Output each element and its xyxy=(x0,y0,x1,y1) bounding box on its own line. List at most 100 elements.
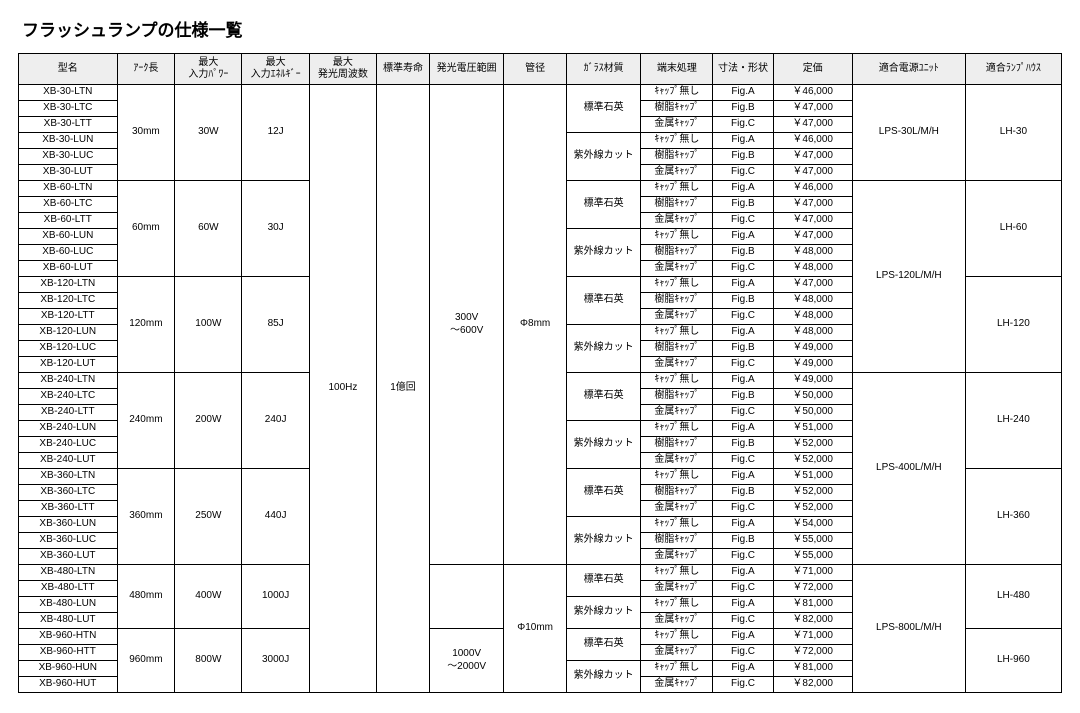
term-cell: 金属ｷｬｯﾌﾟ xyxy=(641,165,713,181)
fig-cell: Fig.B xyxy=(713,149,773,165)
model-cell: XB-30-LUN xyxy=(19,133,118,149)
price-cell: ￥47,000 xyxy=(773,229,852,245)
fig-cell: Fig.A xyxy=(713,85,773,101)
price-cell: ￥81,000 xyxy=(773,597,852,613)
price-cell: ￥50,000 xyxy=(773,389,852,405)
model-cell: XB-60-LUC xyxy=(19,245,118,261)
power-cell: 800W xyxy=(175,629,242,693)
model-cell: XB-240-LUN xyxy=(19,421,118,437)
price-cell: ￥52,000 xyxy=(773,437,852,453)
term-cell: ｷｬｯﾌﾟ無し xyxy=(641,85,713,101)
energy-cell: 3000J xyxy=(242,629,309,693)
psu-cell: LPS-400L/M/H xyxy=(852,373,965,565)
glass-cell: 紫外線カット xyxy=(566,517,641,565)
table-head: 型名ｱｰｸ長最大入力ﾊﾟﾜｰ最大入力ｴﾈﾙｷﾞｰ最大発光周波数標準寿命発光電圧範… xyxy=(19,54,1062,85)
fig-cell: Fig.B xyxy=(713,533,773,549)
glass-cell: 標準石英 xyxy=(566,85,641,133)
term-cell: 樹脂ｷｬｯﾌﾟ xyxy=(641,341,713,357)
fig-cell: Fig.A xyxy=(713,133,773,149)
price-cell: ￥47,000 xyxy=(773,277,852,293)
price-cell: ￥48,000 xyxy=(773,245,852,261)
arc-cell: 360mm xyxy=(117,469,175,565)
glass-cell: 紫外線カット xyxy=(566,229,641,277)
fig-cell: Fig.A xyxy=(713,277,773,293)
term-cell: 金属ｷｬｯﾌﾟ xyxy=(641,117,713,133)
glass-cell: 標準石英 xyxy=(566,469,641,517)
fig-cell: Fig.C xyxy=(713,405,773,421)
fig-cell: Fig.B xyxy=(713,101,773,117)
fig-cell: Fig.C xyxy=(713,165,773,181)
term-cell: 金属ｷｬｯﾌﾟ xyxy=(641,357,713,373)
price-cell: ￥72,000 xyxy=(773,645,852,661)
term-cell: 金属ｷｬｯﾌﾟ xyxy=(641,677,713,693)
col-header: 最大発光周波数 xyxy=(309,54,376,85)
col-header: 発光電圧範囲 xyxy=(429,54,504,85)
model-cell: XB-240-LTN xyxy=(19,373,118,389)
fig-cell: Fig.A xyxy=(713,373,773,389)
term-cell: 金属ｷｬｯﾌﾟ xyxy=(641,453,713,469)
model-cell: XB-30-LTT xyxy=(19,117,118,133)
energy-cell: 440J xyxy=(242,469,309,565)
house-cell: LH-360 xyxy=(965,469,1061,565)
model-cell: XB-120-LUC xyxy=(19,341,118,357)
term-cell: 樹脂ｷｬｯﾌﾟ xyxy=(641,389,713,405)
model-cell: XB-60-LTN xyxy=(19,181,118,197)
fig-cell: Fig.C xyxy=(713,645,773,661)
price-cell: ￥46,000 xyxy=(773,133,852,149)
price-cell: ￥50,000 xyxy=(773,405,852,421)
term-cell: 樹脂ｷｬｯﾌﾟ xyxy=(641,245,713,261)
table-body: XB-30-LTN30mm30W12J100Hz1億回300V～600VΦ8mm… xyxy=(19,85,1062,693)
power-cell: 400W xyxy=(175,565,242,629)
price-cell: ￥49,000 xyxy=(773,373,852,389)
model-cell: XB-480-LTT xyxy=(19,581,118,597)
spec-table: 型名ｱｰｸ長最大入力ﾊﾟﾜｰ最大入力ｴﾈﾙｷﾞｰ最大発光周波数標準寿命発光電圧範… xyxy=(18,53,1062,693)
price-cell: ￥71,000 xyxy=(773,565,852,581)
power-cell: 200W xyxy=(175,373,242,469)
model-cell: XB-240-LTT xyxy=(19,405,118,421)
house-cell: LH-960 xyxy=(965,629,1061,693)
psu-cell: LPS-30L/M/H xyxy=(852,85,965,181)
term-cell: ｷｬｯﾌﾟ無し xyxy=(641,629,713,645)
col-header: 端末処理 xyxy=(641,54,713,85)
price-cell: ￥54,000 xyxy=(773,517,852,533)
fig-cell: Fig.C xyxy=(713,549,773,565)
term-cell: ｷｬｯﾌﾟ無し xyxy=(641,133,713,149)
term-cell: 樹脂ｷｬｯﾌﾟ xyxy=(641,437,713,453)
freq-cell: 100Hz xyxy=(309,85,376,693)
glass-cell: 紫外線カット xyxy=(566,133,641,181)
fig-cell: Fig.A xyxy=(713,597,773,613)
model-cell: XB-960-HTT xyxy=(19,645,118,661)
term-cell: ｷｬｯﾌﾟ無し xyxy=(641,277,713,293)
model-cell: XB-120-LTC xyxy=(19,293,118,309)
power-cell: 100W xyxy=(175,277,242,373)
price-cell: ￥82,000 xyxy=(773,677,852,693)
arc-cell: 240mm xyxy=(117,373,175,469)
arc-cell: 60mm xyxy=(117,181,175,277)
fig-cell: Fig.C xyxy=(713,357,773,373)
model-cell: XB-240-LTC xyxy=(19,389,118,405)
model-cell: XB-360-LTT xyxy=(19,501,118,517)
col-header: ｱｰｸ長 xyxy=(117,54,175,85)
term-cell: ｷｬｯﾌﾟ無し xyxy=(641,421,713,437)
col-header: 管径 xyxy=(504,54,566,85)
price-cell: ￥49,000 xyxy=(773,357,852,373)
model-cell: XB-30-LUC xyxy=(19,149,118,165)
fig-cell: Fig.C xyxy=(713,261,773,277)
col-header: 適合ﾗﾝﾌﾟﾊｳｽ xyxy=(965,54,1061,85)
fig-cell: Fig.A xyxy=(713,517,773,533)
arc-cell: 480mm xyxy=(117,565,175,629)
term-cell: 金属ｷｬｯﾌﾟ xyxy=(641,261,713,277)
energy-cell: 1000J xyxy=(242,565,309,629)
energy-cell: 12J xyxy=(242,85,309,181)
term-cell: ｷｬｯﾌﾟ無し xyxy=(641,229,713,245)
energy-cell: 85J xyxy=(242,277,309,373)
term-cell: 金属ｷｬｯﾌﾟ xyxy=(641,549,713,565)
fig-cell: Fig.C xyxy=(713,501,773,517)
glass-cell: 紫外線カット xyxy=(566,325,641,373)
price-cell: ￥71,000 xyxy=(773,629,852,645)
life-cell: 1億回 xyxy=(377,85,430,693)
price-cell: ￥47,000 xyxy=(773,165,852,181)
dia-cell: Φ8mm xyxy=(504,85,566,565)
price-cell: ￥51,000 xyxy=(773,469,852,485)
fig-cell: Fig.C xyxy=(713,677,773,693)
